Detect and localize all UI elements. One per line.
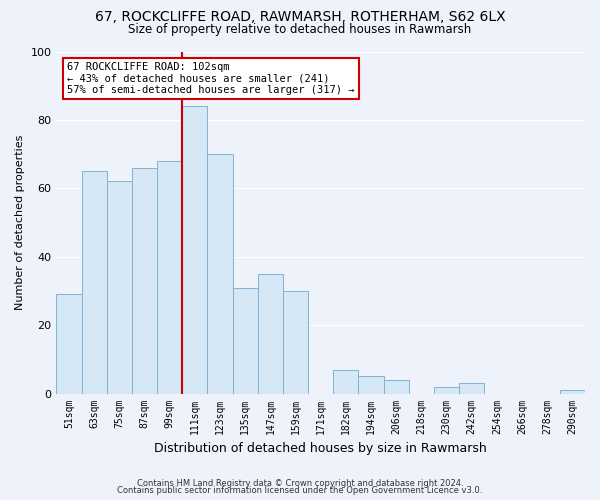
Bar [132, 168, 157, 394]
Bar [383, 380, 409, 394]
X-axis label: Distribution of detached houses by size in Rawmarsh: Distribution of detached houses by size … [154, 442, 487, 455]
Bar [182, 106, 208, 394]
Bar [208, 154, 233, 394]
Text: Contains HM Land Registry data © Crown copyright and database right 2024.: Contains HM Land Registry data © Crown c… [137, 478, 463, 488]
Bar [333, 370, 358, 394]
Text: 67 ROCKCLIFFE ROAD: 102sqm
← 43% of detached houses are smaller (241)
57% of sem: 67 ROCKCLIFFE ROAD: 102sqm ← 43% of deta… [67, 62, 355, 95]
Bar [107, 182, 132, 394]
Bar [459, 384, 484, 394]
Bar [560, 390, 585, 394]
Text: Contains public sector information licensed under the Open Government Licence v3: Contains public sector information licen… [118, 486, 482, 495]
Bar [434, 386, 459, 394]
Text: 67, ROCKCLIFFE ROAD, RAWMARSH, ROTHERHAM, S62 6LX: 67, ROCKCLIFFE ROAD, RAWMARSH, ROTHERHAM… [95, 10, 505, 24]
Bar [56, 294, 82, 394]
Bar [358, 376, 383, 394]
Bar [233, 288, 258, 394]
Bar [82, 171, 107, 394]
Y-axis label: Number of detached properties: Number of detached properties [15, 135, 25, 310]
Bar [258, 274, 283, 394]
Text: Size of property relative to detached houses in Rawmarsh: Size of property relative to detached ho… [128, 22, 472, 36]
Bar [283, 291, 308, 394]
Bar [157, 161, 182, 394]
